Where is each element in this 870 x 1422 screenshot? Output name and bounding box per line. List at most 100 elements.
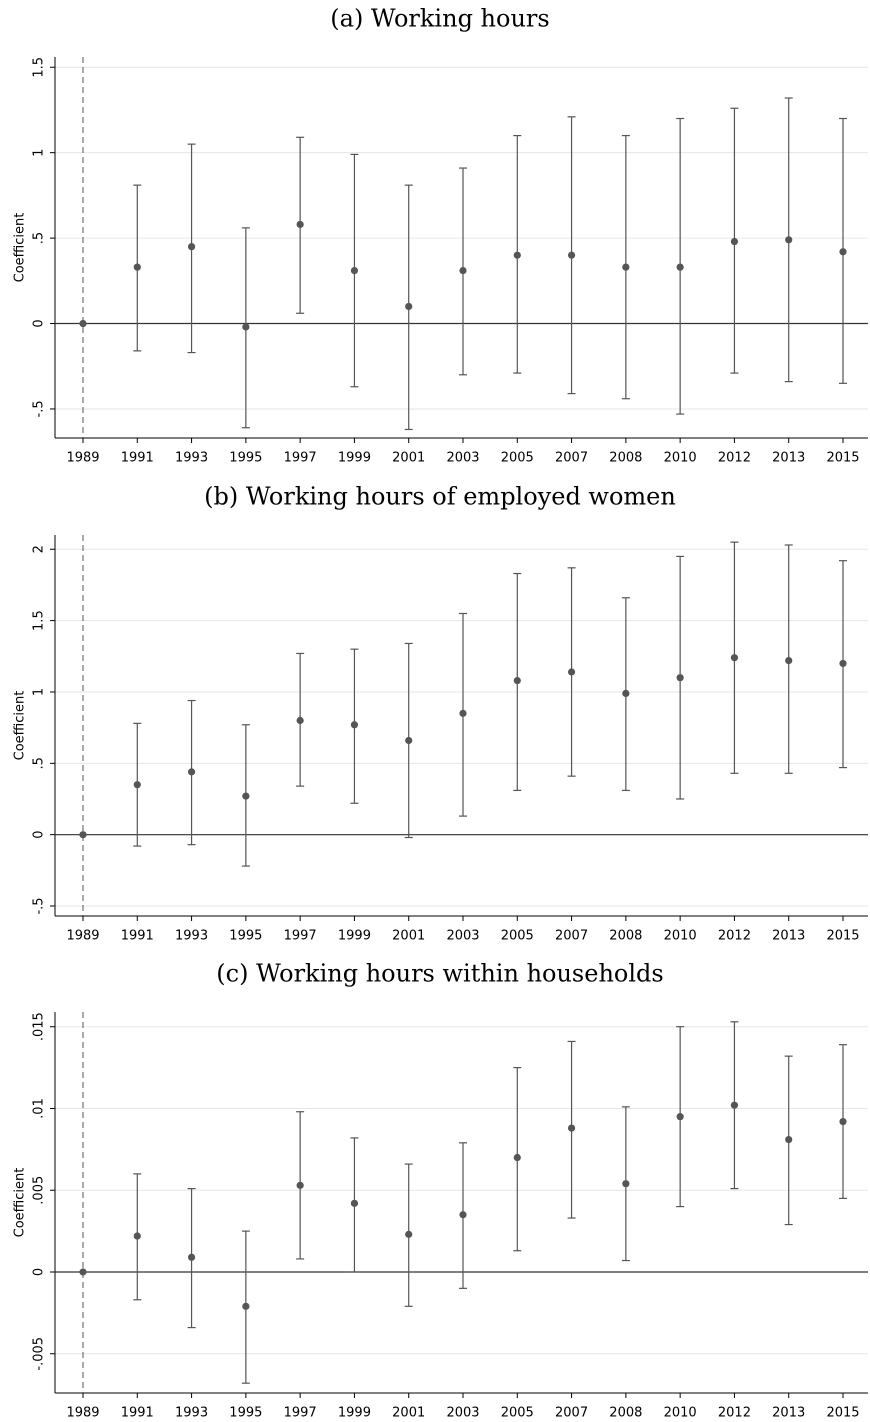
panel: (a) Working hours Coefficient -.5 0 .5 1 1.5 19… [13,5,868,466]
y-tick-label: .5 [32,757,47,769]
x-tick-label: 1997 [284,929,317,944]
x-tick-label: 2012 [718,1406,751,1421]
chart-title: (c) Working hours within households [216,960,663,988]
point [622,263,630,271]
point [296,716,304,725]
x-tick-label: 1999 [338,929,371,944]
point [405,1230,413,1238]
x-tick-label: 2001 [392,451,425,466]
x-tick-label: 2015 [826,451,859,466]
point [350,266,359,275]
point [187,1253,196,1261]
y-tick-label: -.005 [32,1337,47,1371]
x-tick-label: 1989 [66,451,99,466]
point [730,654,739,662]
x-tick-label: 2010 [664,451,697,466]
x-tick-label: 1997 [284,451,317,466]
point [133,781,141,789]
point [459,266,467,275]
point [79,1268,87,1276]
x-tick-label: 2008 [609,1406,642,1421]
x-tick-label: 1995 [229,1406,262,1421]
x-tick-label: 2003 [446,929,479,944]
x-tick-label: 2010 [664,1406,697,1421]
y-tick-label: -.5 [32,897,47,914]
point [567,1124,576,1132]
x-tick-label: 2005 [501,929,534,944]
point [242,792,250,800]
point [785,236,793,244]
y-tick-label: 2 [32,545,47,553]
point [785,656,793,665]
x-tick-label: 2013 [772,1406,805,1421]
x-tick-label: 2010 [664,929,697,944]
point [133,263,141,271]
y-tick-label: 1 [32,149,47,157]
x-tick-label: 2013 [772,929,805,944]
x-tick-label: 2007 [555,451,588,466]
y-axis-label: Coefficient [13,691,28,761]
x-tick-label: 2005 [501,451,534,466]
point [785,1135,793,1144]
y-tick-label: 0 [32,319,47,327]
x-tick-label: 2008 [609,929,642,944]
point [567,251,576,259]
y-axis-label: Coefficient [13,1168,28,1238]
y-tick-label: .5 [32,232,47,244]
y-tick-label: .01 [32,1098,47,1119]
x-tick-label: 2007 [555,1406,588,1421]
x-tick-label: 1993 [175,929,208,944]
point [133,1232,141,1240]
x-tick-label: 1997 [284,1406,317,1421]
point [513,251,521,259]
point [622,1180,630,1188]
x-tick-label: 2012 [718,451,751,466]
point [839,248,847,256]
x-tick-label: 2001 [392,1406,425,1421]
chart-title: (b) Working hours of employed women [204,483,676,511]
x-tick-label: 2003 [446,1406,479,1421]
chart-title: (a) Working hours [330,5,549,33]
x-tick-label: 2013 [772,451,805,466]
point [296,220,304,229]
x-tick-label: 1999 [338,1406,371,1421]
x-tick-label: 2012 [718,929,751,944]
x-tick-label: 2015 [826,929,859,944]
x-tick-label: 2003 [446,451,479,466]
point [187,768,196,776]
point [187,243,196,251]
point [405,736,413,745]
x-tick-label: 1995 [229,451,262,466]
point [839,659,847,668]
x-tick-label: 1999 [338,451,371,466]
point [79,319,87,328]
point [622,689,630,697]
point [350,1199,359,1207]
point [242,1302,250,1310]
y-tick-label: 1.5 [32,610,47,631]
y-axis-label: Coefficient [13,213,28,283]
point [242,323,250,331]
point [405,302,413,311]
x-tick-label: 2015 [826,1406,859,1421]
x-tick-label: 1989 [66,929,99,944]
point [459,709,467,717]
point [296,1181,304,1189]
point [676,674,684,682]
x-tick-label: 1995 [229,929,262,944]
point [839,1117,847,1126]
x-tick-label: 1989 [66,1406,99,1421]
x-tick-label: 2005 [501,1406,534,1421]
panel: (c) Working hours within households Coeff… [13,960,868,1421]
x-tick-label: 1991 [121,929,154,944]
point [730,237,739,246]
panel: (b) Working hours of employed women Coeff… [13,483,868,944]
y-tick-label: 0 [32,831,47,839]
x-tick-label: 2008 [609,451,642,466]
x-tick-label: 1991 [121,451,154,466]
point [459,1211,467,1219]
y-tick-label: .005 [32,1176,47,1205]
x-tick-label: 1993 [175,1406,208,1421]
x-tick-label: 2007 [555,929,588,944]
